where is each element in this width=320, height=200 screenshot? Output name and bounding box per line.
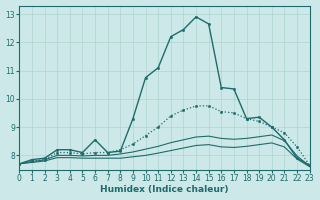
X-axis label: Humidex (Indice chaleur): Humidex (Indice chaleur) <box>100 185 229 194</box>
